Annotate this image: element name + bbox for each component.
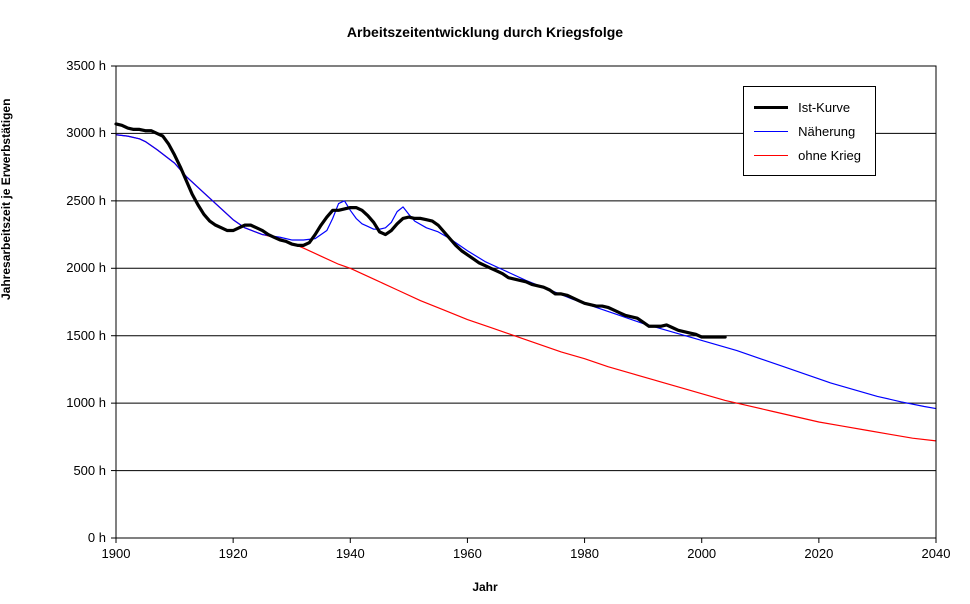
legend-swatch [754,131,788,132]
x-tick-label: 1900 [102,546,131,561]
legend-swatch [754,106,788,109]
x-tick-label: 1980 [570,546,599,561]
legend: Ist-Kurve Näherung ohne Krieg [743,86,876,176]
legend-label: Ist-Kurve [798,100,850,115]
x-tick-label: 2040 [922,546,951,561]
y-tick-label: 2000 h [46,260,106,275]
y-tick-label: 3500 h [46,58,106,73]
y-tick-label: 1000 h [46,395,106,410]
x-tick-label: 1960 [453,546,482,561]
x-axis-title: Jahr [0,580,970,594]
y-tick-label: 0 h [46,530,106,545]
y-tick-label: 500 h [46,463,106,478]
y-tick-label: 3000 h [46,125,106,140]
legend-label: Näherung [798,124,855,139]
x-tick-label: 2020 [804,546,833,561]
y-tick-label: 2500 h [46,193,106,208]
x-tick-label: 1940 [336,546,365,561]
legend-item: Näherung [754,119,861,143]
chart-title: Arbeitszeitentwicklung durch Kriegsfolge [0,24,970,40]
legend-item: ohne Krieg [754,143,861,167]
legend-swatch [754,155,788,156]
x-tick-label: 2000 [687,546,716,561]
legend-item: Ist-Kurve [754,95,861,119]
y-axis-title: Jahresarbeitszeit je Erwerbstätigen [0,99,13,300]
legend-label: ohne Krieg [798,148,861,163]
y-tick-label: 1500 h [46,328,106,343]
x-tick-label: 1920 [219,546,248,561]
